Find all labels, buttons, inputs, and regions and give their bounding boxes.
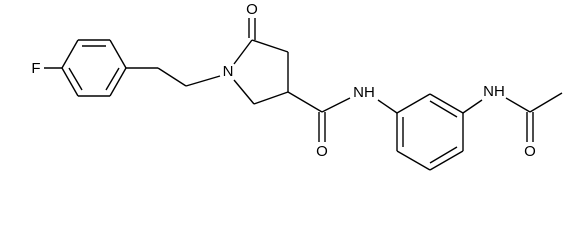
- bond: [429, 100, 458, 118]
- bond: [61, 39, 79, 69]
- bond: [396, 93, 431, 114]
- bond: [287, 91, 323, 113]
- atom-label: NH: [353, 84, 375, 101]
- bond: [61, 67, 79, 97]
- bond: [253, 91, 289, 105]
- bond: [429, 150, 464, 171]
- bond: [462, 99, 483, 114]
- bond: [157, 67, 187, 87]
- bond: [429, 93, 464, 114]
- bond: [105, 67, 120, 91]
- atom-label: NH: [483, 83, 505, 100]
- page: F N O O NH NH O (() => { const data = JS…: [31, 0, 563, 171]
- bonds: [44, 18, 563, 171]
- bond: [233, 39, 253, 65]
- bond: [529, 92, 563, 113]
- atom-label: O: [524, 143, 536, 160]
- bond: [396, 150, 431, 171]
- bond: [505, 97, 531, 113]
- molecule: F N O O NH NH O: [31, 1, 563, 171]
- bond: [429, 146, 458, 164]
- bond: [68, 67, 83, 91]
- atom-label: N: [223, 63, 234, 80]
- bond: [377, 99, 398, 114]
- bond: [233, 79, 255, 105]
- bond: [321, 97, 351, 113]
- atom-label: F: [31, 60, 40, 77]
- atom-label: O: [316, 143, 328, 160]
- bond: [109, 39, 127, 69]
- atom-label: O: [246, 1, 258, 18]
- bond: [251, 39, 289, 53]
- bond: [109, 67, 127, 97]
- bond: [185, 75, 221, 87]
